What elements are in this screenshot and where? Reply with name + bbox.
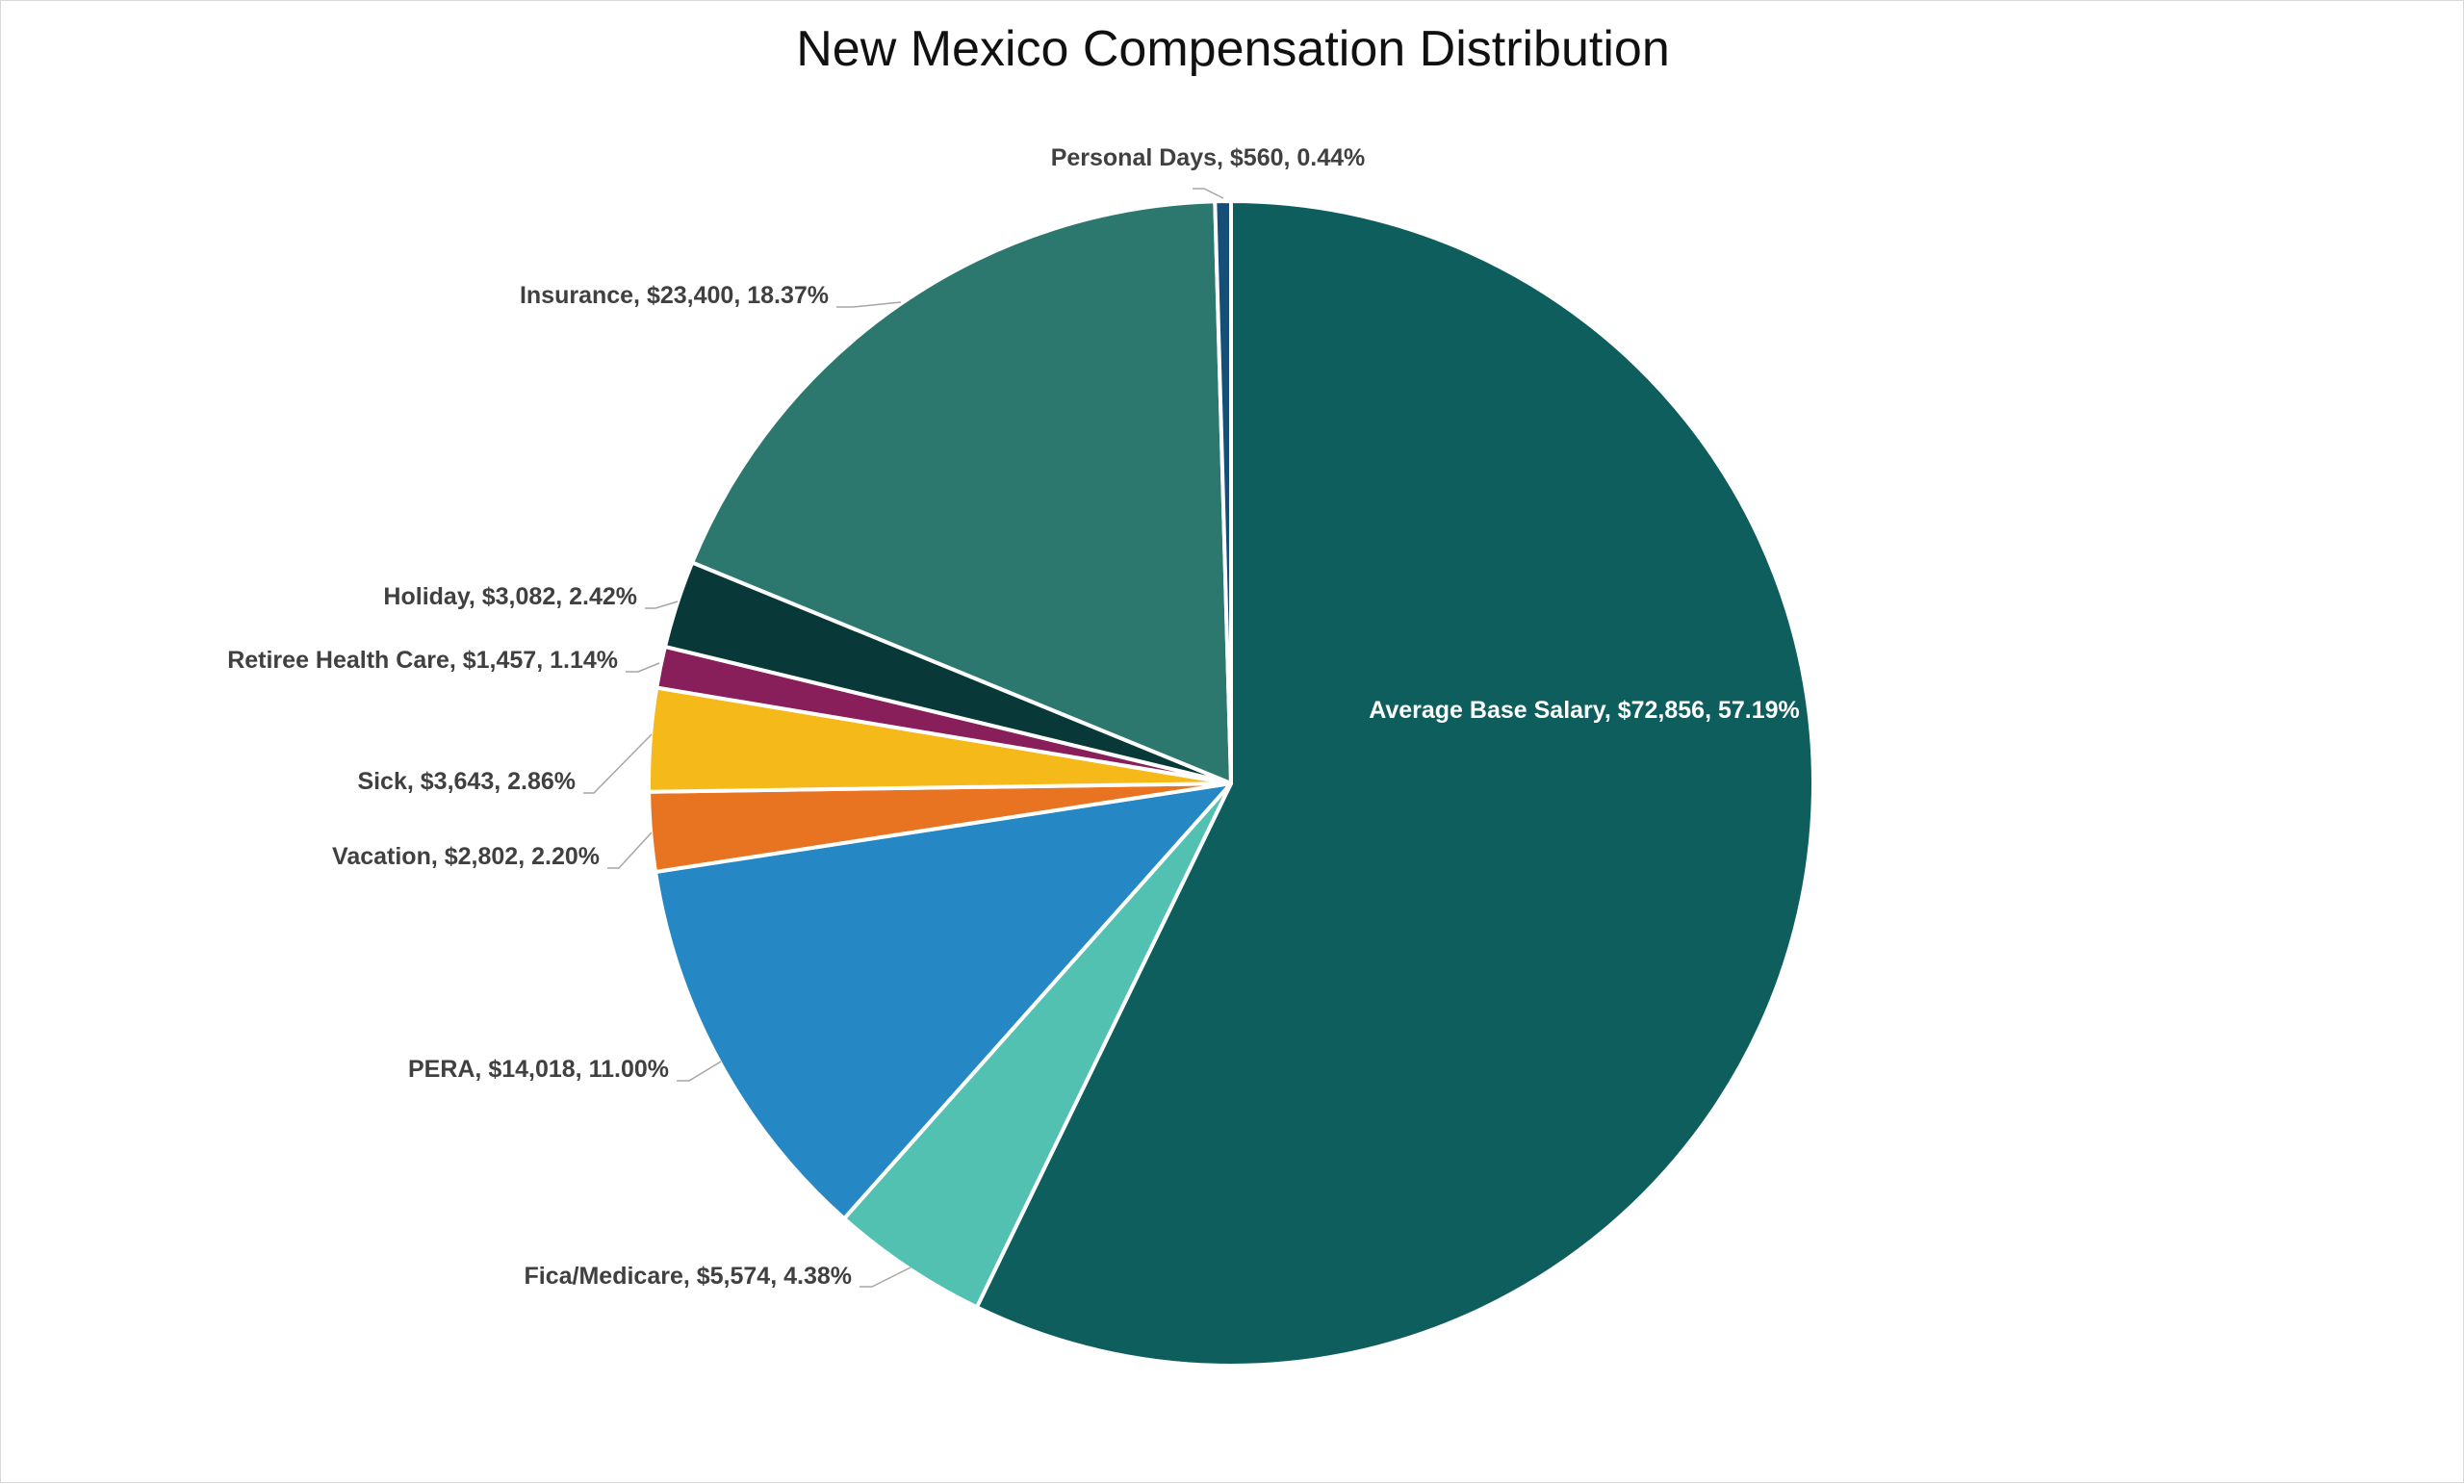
slice-label: Vacation, $2,802, 2.20% [332,843,600,870]
slice-label: PERA, $14,018, 11.00% [408,1056,669,1083]
leader-lines [583,188,1224,1288]
leader-line [860,1267,911,1288]
chart-title: New Mexico Compensation Distribution [796,21,1670,77]
pie-slice-average-base-salary [974,199,1815,1368]
leader-line [677,1061,722,1082]
pie-slices [647,199,1815,1368]
leader-line [607,832,653,869]
slice-label: Insurance, $23,400, 18.37% [520,282,829,309]
leader-line [645,601,679,609]
slice-label: Retiree Health Care, $1,457, 1.14% [227,647,618,674]
slice-label: Average Base Salary, $72,856, 57.19% [1369,697,1800,724]
leader-line [583,733,653,794]
leader-line [626,662,660,673]
slice-labels: Average Base Salary, $72,856, 57.19% Fica… [227,144,1800,1290]
slice-label: Holiday, $3,082, 2.42% [383,583,637,610]
pie-slice-fica-medicare [842,781,1233,1310]
pie-slice-personal-days [1213,199,1233,785]
slice-label: Sick, $3,643, 2.86% [357,768,576,795]
pie-slice-insurance [690,199,1233,785]
leader-line [836,301,902,308]
slice-label: Fica/Medicare, $5,574, 4.38% [525,1263,853,1290]
slice-label: Personal Days, $560, 0.44% [1051,144,1366,171]
leader-line [1193,188,1224,199]
